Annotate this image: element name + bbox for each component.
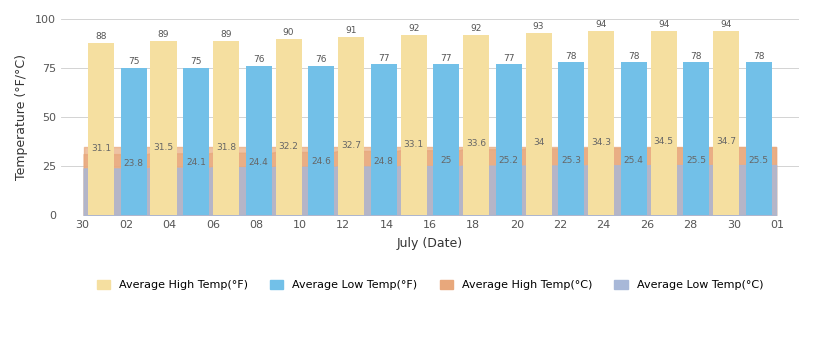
Bar [308,66,334,215]
Text: 92: 92 [471,24,481,33]
Bar [150,41,177,215]
Text: 76: 76 [315,55,327,64]
Bar [683,62,710,215]
Text: 75: 75 [190,58,202,67]
Text: 90: 90 [283,28,295,37]
Text: 24.1: 24.1 [186,158,206,167]
Text: 78: 78 [691,51,702,60]
Bar [745,62,772,215]
Text: 89: 89 [220,30,232,39]
Text: 31.5: 31.5 [154,143,173,152]
Text: 78: 78 [565,51,577,60]
Text: 34.3: 34.3 [591,138,611,147]
Text: 77: 77 [441,54,452,63]
Bar [558,62,584,215]
Text: 25.3: 25.3 [561,156,581,165]
Text: 77: 77 [503,54,515,63]
Text: 31.8: 31.8 [216,143,236,152]
Text: 34.7: 34.7 [716,137,736,146]
Text: 23.8: 23.8 [124,159,144,168]
Text: 89: 89 [158,30,169,39]
Bar [246,66,271,215]
Text: 34: 34 [533,138,544,147]
Text: 94: 94 [720,20,732,29]
Text: 91: 91 [345,26,357,35]
Text: 25.2: 25.2 [499,156,519,165]
Text: 32.7: 32.7 [341,141,361,150]
Text: 24.8: 24.8 [374,157,393,166]
Bar [525,33,552,215]
Bar [463,35,489,215]
Text: 92: 92 [408,24,419,33]
Text: 24.4: 24.4 [249,158,268,167]
Text: 34.5: 34.5 [654,138,674,147]
Text: 32.2: 32.2 [279,142,299,151]
Text: 25: 25 [441,156,452,165]
Bar [183,68,209,215]
Bar [713,31,740,215]
Text: 77: 77 [378,54,389,63]
Text: 94: 94 [658,20,669,29]
Bar [433,64,459,215]
Bar [276,39,301,215]
Text: 78: 78 [753,51,764,60]
Text: 76: 76 [253,55,264,64]
Text: 24.6: 24.6 [311,157,331,166]
Text: 33.6: 33.6 [466,139,486,148]
Bar [401,35,427,215]
Bar [496,64,522,215]
Text: 31.1: 31.1 [91,144,111,153]
Text: 94: 94 [595,20,607,29]
Bar [88,42,114,215]
Bar [338,37,364,215]
Text: 93: 93 [533,22,544,31]
Text: 88: 88 [95,32,107,41]
Bar [120,68,147,215]
Text: 75: 75 [128,58,139,67]
X-axis label: July (Date): July (Date) [397,237,463,250]
Bar [621,62,647,215]
Text: 25.5: 25.5 [686,156,706,164]
Bar [651,31,676,215]
Text: 78: 78 [628,51,639,60]
Text: 25.5: 25.5 [749,156,769,164]
Text: 33.1: 33.1 [403,140,423,149]
Bar [588,31,614,215]
Y-axis label: Temperature (°F/°C): Temperature (°F/°C) [15,54,28,180]
Text: 25.4: 25.4 [624,156,643,165]
Bar [213,41,239,215]
Bar [370,64,397,215]
Legend: Average High Temp(°F), Average Low Temp(°F), Average High Temp(°C), Average Low : Average High Temp(°F), Average Low Temp(… [92,275,768,295]
